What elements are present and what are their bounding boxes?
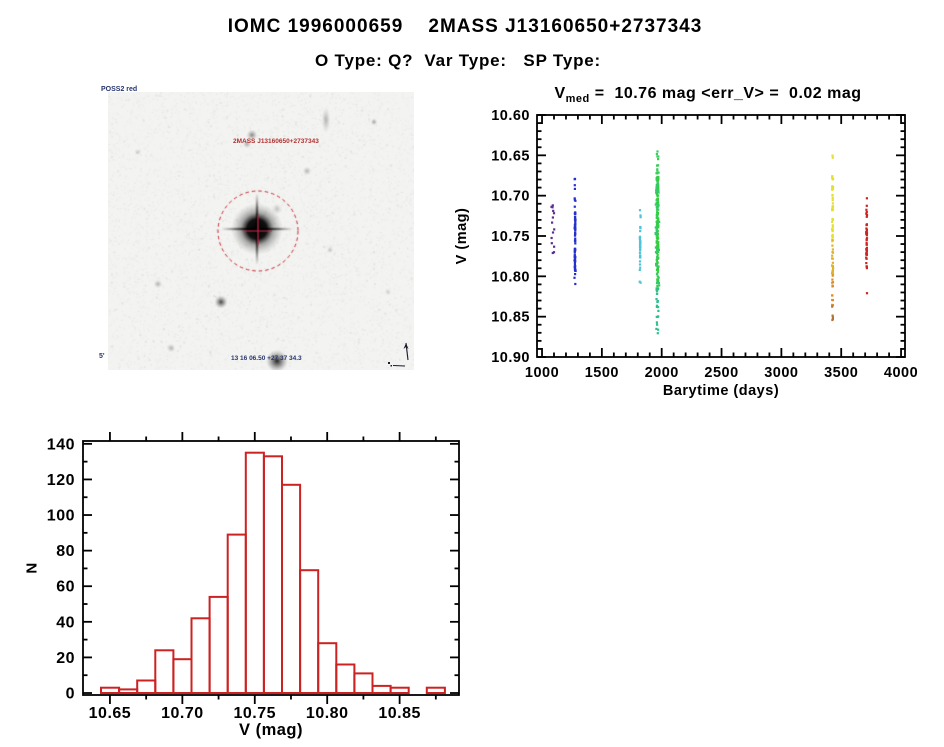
svg-text:10.85: 10.85 — [491, 310, 530, 326]
histogram-plot: 10.65 10.70 10.75 10.80 10.85 0 20 40 60 80 100 120… — [47, 432, 460, 722]
scale-label: 5' — [99, 353, 105, 360]
svg-text:80: 80 — [56, 543, 75, 560]
svg-text:10.60: 10.60 — [491, 108, 530, 124]
histogram-bars — [100, 451, 446, 695]
svg-text:10.70: 10.70 — [161, 705, 204, 722]
page-title: IOMC 1996000659 2MASS J13160650+2737343 — [227, 16, 703, 37]
compass-icon — [388, 342, 409, 367]
coordinates-label: 13 16 06.50 +27 37 34.3 — [231, 355, 302, 362]
svg-text:10.85: 10.85 — [378, 705, 421, 722]
lightcurve-plot: 1000 1500 2000 2500 3000 3500 4000 10.60 10.65 10… — [491, 108, 918, 381]
svg-text:40: 40 — [56, 614, 75, 631]
svg-text:3000: 3000 — [764, 365, 798, 381]
svg-text:10.75: 10.75 — [491, 229, 530, 245]
svg-text:10.70: 10.70 — [491, 189, 530, 205]
svg-text:60: 60 — [56, 579, 75, 596]
histogram-panel: 10.65 10.70 10.75 10.80 10.85 0 20 40 60 80 100 120… — [10, 425, 494, 747]
svg-text:4000: 4000 — [884, 365, 918, 381]
svg-text:1500: 1500 — [585, 365, 619, 381]
lightcurve-points — [550, 150, 869, 335]
svg-text:0: 0 — [66, 686, 75, 703]
lightcurve-axes — [536, 114, 906, 358]
histogram-tick-labels: 10.65 10.70 10.75 10.80 10.85 0 20 40 60 80 100 120… — [47, 436, 421, 722]
svg-text:120: 120 — [47, 472, 75, 489]
svg-text:10.80: 10.80 — [306, 705, 349, 722]
histogram-axes — [82, 432, 460, 704]
lightcurve-title: Vmed = 10.76 mag <err_V> = 0.02 mag — [554, 85, 861, 105]
svg-text:2500: 2500 — [704, 365, 738, 381]
target-source-label: 2MASS J13160650+2737343 — [233, 138, 319, 145]
svg-text:10.65: 10.65 — [89, 705, 132, 722]
svg-text:20: 20 — [56, 650, 75, 667]
lightcurve-panel: Vmed = 10.76 mag <err_V> = 0.02 mag 1000… — [450, 82, 944, 412]
svg-text:10.65: 10.65 — [491, 148, 530, 164]
finding-chart-panel: POSS2 red 2MASS J13160650+2737343 13 16 … — [99, 85, 421, 377]
svg-text:2000: 2000 — [645, 365, 679, 381]
histogram-x-axis-label: V (mag) — [238, 721, 304, 739]
lightcurve-title-sub: med — [565, 93, 590, 106]
survey-label: POSS2 red — [101, 86, 138, 93]
svg-text:10.90: 10.90 — [491, 350, 530, 366]
histogram-y-axis-label: N — [23, 562, 41, 574]
lightcurve-y-axis-label: V (mag) — [454, 207, 470, 265]
svg-text:140: 140 — [47, 436, 75, 453]
lightcurve-x-axis-label: Barytime (days) — [662, 383, 780, 399]
lightcurve-title-rest: = 10.76 mag <err_V> = 0.02 mag — [589, 85, 862, 102]
finding-chart-image — [108, 92, 414, 370]
lightcurve-tick-labels: 1000 1500 2000 2500 3000 3500 4000 10.60 10.65 10… — [491, 108, 918, 381]
svg-text:3500: 3500 — [824, 365, 858, 381]
svg-text:1000: 1000 — [525, 365, 559, 381]
svg-text:10.75: 10.75 — [234, 705, 277, 722]
lightcurve-title-v: V — [554, 85, 566, 102]
page-subtitle: O Type: Q? Var Type: SP Type: — [314, 51, 602, 70]
svg-text:10.80: 10.80 — [491, 269, 530, 285]
svg-text:100: 100 — [47, 508, 75, 525]
